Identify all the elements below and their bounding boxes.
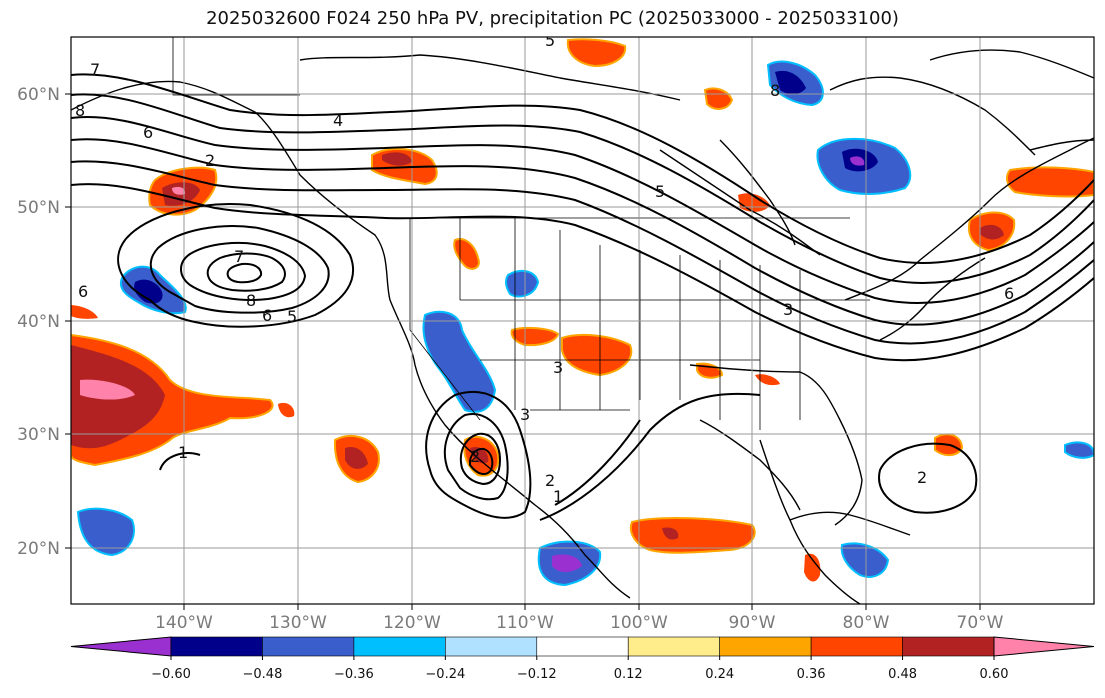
lat-label-20: 20°N [17,539,60,559]
colorbar-segment [262,636,355,657]
svg-text:2: 2 [917,468,927,487]
colorbar-tick-label: 0.48 [888,667,917,682]
svg-text:4: 4 [333,111,343,130]
svg-text:1: 1 [178,443,188,462]
svg-text:6: 6 [262,306,272,325]
svg-text:5: 5 [287,307,297,326]
lon-label-100w: 100°W [610,613,668,633]
pv-contour-labels: 7 8 6 4 2 7 8 6 5 6 1 5 3 3 2 2 1 2 8 5 … [75,31,1014,506]
lon-axis: 140°W 130°W 120°W 110°W 100°W 90°W 80°W … [155,604,1004,633]
lat-label-40: 40°N [17,312,60,332]
svg-text:7: 7 [90,60,100,79]
lon-label-70w: 70°W [957,613,1004,633]
colorbar-tick-label: −0.60 [151,667,191,682]
svg-text:6: 6 [143,123,153,142]
svg-text:3: 3 [553,358,563,377]
svg-text:7: 7 [234,247,244,266]
svg-text:2: 2 [545,471,555,490]
colorbar-ticks: −0.60 −0.48 −0.36 −0.24 −0.12 0.12 0.24 0.36 0.4… [151,656,1008,682]
colorbar-tick-label: 0.36 [797,667,826,682]
svg-text:2: 2 [470,447,480,466]
svg-text:8: 8 [75,101,85,120]
precip-shading [71,38,1094,587]
map-title: 2025032600 F024 250 hPa PV, precipitatio… [206,8,899,29]
lon-label-120w: 120°W [383,613,441,633]
svg-text:2: 2 [205,151,215,170]
colorbar-tick-label: −0.12 [517,667,557,682]
colorbar-tick-label: 0.12 [614,667,643,682]
svg-text:3: 3 [520,405,530,424]
lon-label-90w: 90°W [729,613,776,633]
svg-text:8: 8 [246,291,256,310]
lon-label-110w: 110°W [496,613,554,633]
lat-label-50: 50°N [17,198,60,218]
colorbar-extend-low [70,636,172,657]
colorbar-segment [719,636,812,657]
colorbar-segment [170,636,263,657]
colorbar-segment [353,636,446,657]
svg-text:6: 6 [78,282,88,301]
political-boundaries [172,37,870,430]
svg-text:3: 3 [783,300,793,319]
lon-label-130w: 130°W [269,613,327,633]
lat-label-30: 30°N [17,425,60,445]
colorbar-segments [70,636,1095,657]
colorbar-tick-label: −0.48 [243,667,283,682]
lat-axis: 60°N 50°N 40°N 30°N 20°N [17,85,71,559]
lon-label-80w: 80°W [843,613,890,633]
colorbar-segment [627,636,720,657]
pv-contours [71,73,1094,521]
colorbar-tick-label: 0.60 [980,667,1009,682]
lat-label-60: 60°N [17,85,60,105]
svg-text:5: 5 [655,182,665,201]
colorbar-tick-label: 0.24 [705,667,734,682]
colorbar-segment [810,636,903,657]
svg-text:1: 1 [553,487,563,506]
colorbar-segment [902,636,995,657]
svg-text:5: 5 [545,31,555,50]
colorbar-tick-label: −0.36 [334,667,374,682]
colorbar: −0.60 −0.48 −0.36 −0.24 −0.12 0.12 0.24 0.36 0.4… [70,636,1095,682]
colorbar-segment [445,636,538,657]
lon-label-140w: 140°W [155,613,213,633]
colorbar-segment [536,636,629,657]
svg-text:6: 6 [1004,284,1014,303]
colorbar-tick-label: −0.24 [425,667,465,682]
svg-text:8: 8 [770,81,780,100]
colorbar-extend-high [993,636,1095,657]
